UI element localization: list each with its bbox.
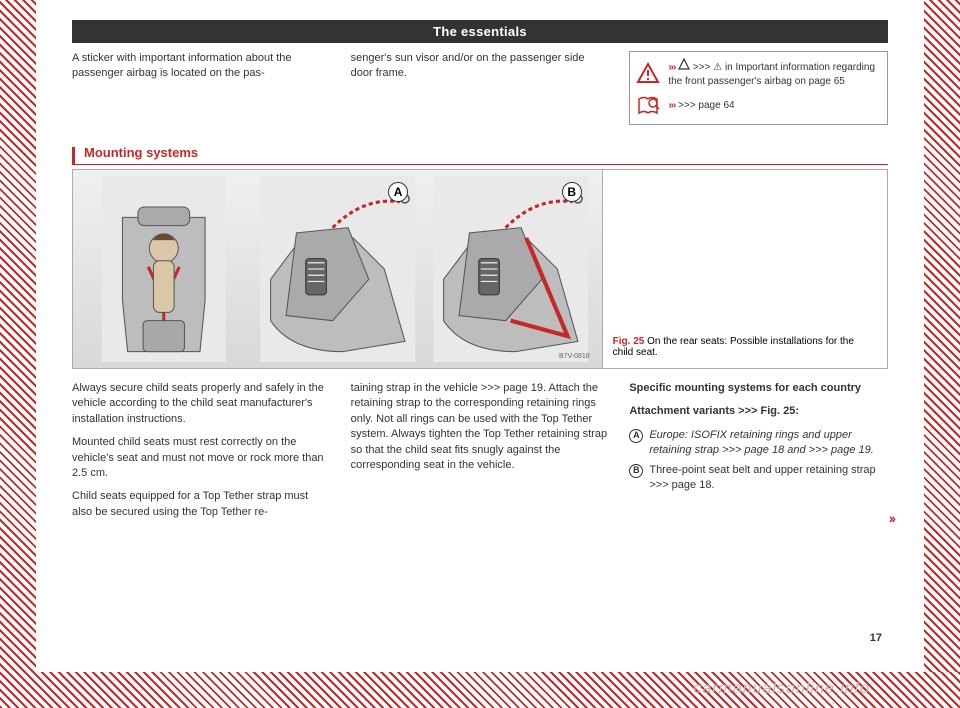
body-col3-heading: Specific mounting systems for each count… [629, 381, 888, 396]
warning-triangle-icon [636, 61, 660, 85]
figure-caption-text: On the rear seats: Possible installation… [613, 336, 854, 358]
top-col-1: A sticker with important information abo… [72, 51, 331, 125]
page-number: 17 [870, 632, 882, 644]
illustration-code: B7V-0818 [559, 353, 590, 360]
illus-panel-variant-a: A [253, 176, 423, 362]
watermark-text: carmanualsonline.info [693, 680, 870, 698]
illus-panel-child-in-seat [79, 176, 249, 362]
variant-a-item: A Europe: ISOFIX retaining rings and upp… [629, 428, 888, 459]
info-row-manual-text: ››› >>> page 64 [668, 99, 734, 113]
variant-a-text-content: Europe: ISOFIX retaining rings and upper… [649, 429, 873, 456]
decorative-hatch-right [924, 0, 960, 708]
variant-a-letter: A [629, 429, 643, 443]
inline-warning-icon [678, 58, 690, 70]
chevron-icon: ››› [668, 62, 675, 73]
variant-b-item: B Three-point seat belt and upper retain… [629, 463, 888, 494]
body-col-1: Always secure child seats properly and s… [72, 381, 331, 528]
variant-b-text: Three-point seat belt and upper retainin… [649, 463, 888, 494]
manual-book-icon [636, 94, 660, 118]
chevron-icon: ››› [668, 100, 675, 111]
body-col-3: Specific mounting systems for each count… [629, 381, 888, 528]
variant-b-letter: B [629, 464, 643, 478]
section-title-bar: The essentials [72, 20, 888, 43]
body-col2-p1: taining strap in the vehicle >>> page 19… [351, 381, 610, 473]
top-paragraph-columns: A sticker with important information abo… [72, 51, 888, 125]
variant-a-text: Europe: ISOFIX retaining rings and upper… [649, 428, 888, 459]
attachment-variants-label: Attachment variants >>> Fig. 25: [629, 405, 799, 417]
body-col1-p1: Always secure child seats properly and s… [72, 381, 331, 427]
decorative-hatch-left [0, 0, 36, 708]
info-row-manual: ››› >>> page 64 [636, 94, 881, 118]
info-row-warning-text: ››› >>> ⚠ in Important information regar… [668, 58, 881, 88]
illus-panel-variant-b: B B7V-0818 [426, 176, 596, 362]
info-callout-box: ››› >>> ⚠ in Important information regar… [629, 51, 888, 125]
body-columns: Always secure child seats properly and s… [72, 381, 888, 528]
figure-25-illustration: A B [73, 170, 603, 368]
body-col1-p2: Mounted child seats must rest correctly … [72, 435, 331, 481]
info-row-warning: ››› >>> ⚠ in Important information regar… [636, 58, 881, 88]
mounting-systems-heading: Mounting systems [72, 145, 888, 165]
variant-badge-a: A [388, 182, 408, 202]
top-col-3: ››› >>> ⚠ in Important information regar… [629, 51, 888, 125]
body-col3-subheading: Attachment variants >>> Fig. 25: [629, 404, 888, 419]
info-manual-label: >>> page 64 [678, 100, 734, 111]
body-col1-p3: Child seats equipped for a Top Tether st… [72, 489, 331, 520]
info-warning-label: >>> ⚠ in Important information regarding… [668, 62, 875, 87]
page-content: The essentials A sticker with important … [72, 20, 888, 648]
figure-25-caption-area: Fig. 25 On the rear seats: Possible inst… [603, 170, 887, 368]
continuation-chevron-icon: ›› [889, 509, 894, 529]
figure-25-block: A B [72, 169, 888, 369]
variant-badge-b: B [562, 182, 582, 202]
figure-number: Fig. 25 [613, 336, 645, 347]
top-col-2: senger's sun visor and/or on the passeng… [351, 51, 610, 125]
body-col-2: taining strap in the vehicle >>> page 19… [351, 381, 610, 528]
